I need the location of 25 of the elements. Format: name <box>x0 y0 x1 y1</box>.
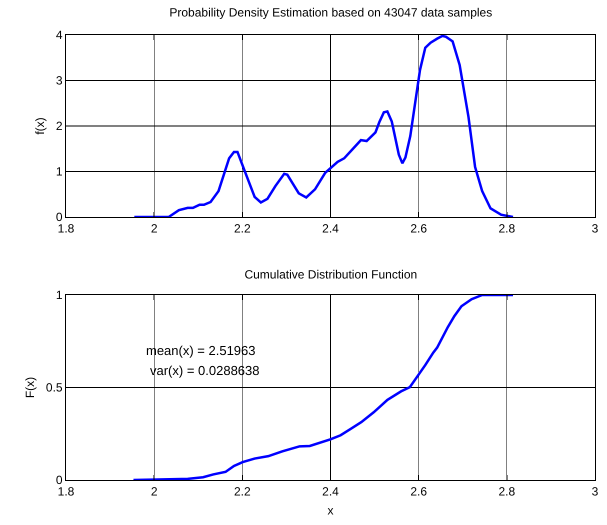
y-tick-label: 3 <box>56 74 63 88</box>
y-tick-label: 0.5 <box>46 380 63 395</box>
y-tick-label: 2 <box>56 119 63 134</box>
y-tick-label: 4 <box>56 28 63 42</box>
y-axis-title: F(x) <box>23 376 38 398</box>
x-tick-label: 2.2 <box>234 221 251 236</box>
x-tick-label: 2.2 <box>234 484 251 498</box>
x-tick-label: 2.6 <box>410 221 428 236</box>
x-tick-label: 2.8 <box>498 221 516 236</box>
x-tick-label: 2.8 <box>498 484 516 498</box>
chart-title: Cumulative Distribution Function <box>244 267 418 282</box>
x-tick-label: 3 <box>592 484 599 498</box>
x-axis-title: x <box>328 503 334 518</box>
x-tick-label: 2.4 <box>322 484 340 498</box>
y-axis-title: f(x) <box>33 117 48 135</box>
line-series <box>132 295 514 480</box>
y-tick-label: 1 <box>56 164 63 179</box>
y-tick-label: 1 <box>56 288 63 302</box>
chart-title: Probability Density Estimation based on 43047 data samples <box>169 5 492 20</box>
x-tick-label: 2.6 <box>410 484 428 498</box>
x-tick-label: 2 <box>150 484 158 498</box>
x-tick-label: 2.4 <box>322 221 340 236</box>
line-series <box>133 35 514 217</box>
x-tick-label: 2 <box>150 221 158 236</box>
x-tick-label: 3 <box>592 221 599 236</box>
